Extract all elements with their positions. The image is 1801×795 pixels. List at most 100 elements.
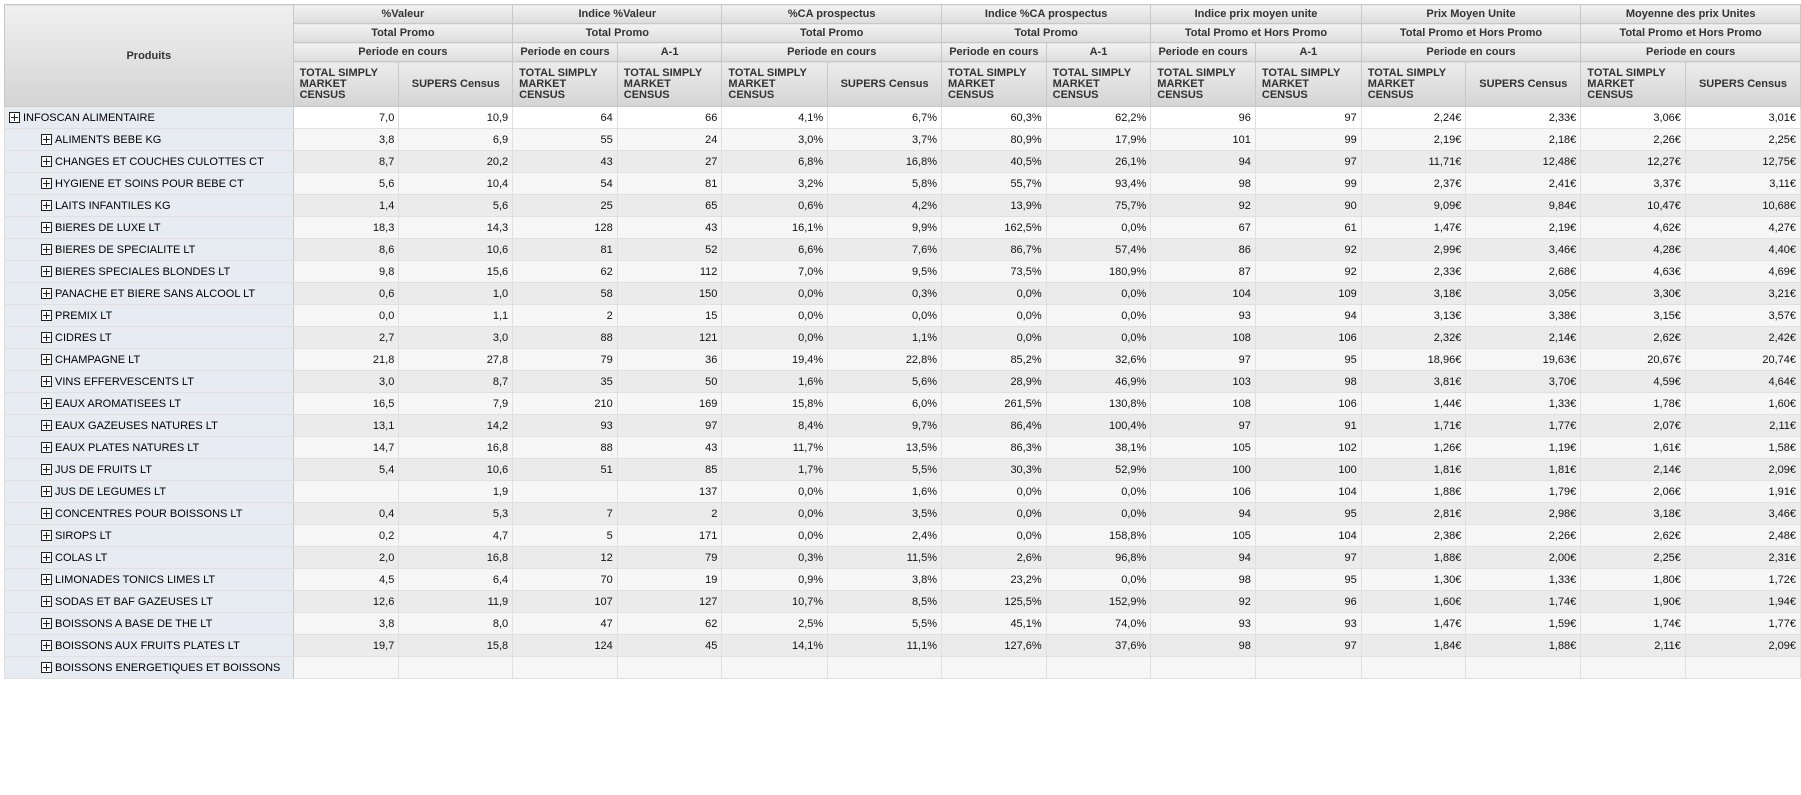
expand-plus-icon[interactable] bbox=[41, 354, 52, 366]
data-cell[interactable] bbox=[1150, 656, 1256, 679]
data-cell[interactable]: 27 bbox=[616, 150, 723, 173]
data-cell[interactable]: 0,0% bbox=[1045, 282, 1152, 305]
data-cell[interactable]: 19,4% bbox=[721, 348, 829, 371]
data-cell[interactable]: 98 bbox=[1150, 568, 1256, 591]
data-cell[interactable]: 210 bbox=[512, 392, 618, 415]
data-cell[interactable]: 94 bbox=[1150, 546, 1256, 569]
data-cell[interactable]: 3,15€ bbox=[1580, 304, 1686, 327]
market-header[interactable]: TOTAL SIMPLY MARKET CENSUS bbox=[941, 61, 1047, 107]
data-cell[interactable]: 92 bbox=[1254, 238, 1362, 261]
data-cell[interactable]: 112 bbox=[616, 260, 723, 283]
data-cell[interactable]: 19,7 bbox=[292, 634, 400, 657]
data-cell[interactable]: 0,0% bbox=[721, 326, 829, 349]
data-cell[interactable]: 106 bbox=[1254, 392, 1362, 415]
data-cell[interactable]: 58 bbox=[512, 282, 618, 305]
data-cell[interactable]: 4,27€ bbox=[1684, 216, 1801, 239]
data-cell[interactable]: 1,19€ bbox=[1465, 436, 1582, 459]
data-cell[interactable]: 97 bbox=[1254, 106, 1362, 129]
data-cell[interactable]: 2,81€ bbox=[1360, 502, 1467, 525]
data-cell[interactable]: 1,88€ bbox=[1360, 546, 1467, 569]
data-cell[interactable]: 121 bbox=[616, 326, 723, 349]
data-cell[interactable]: 61 bbox=[1254, 216, 1362, 239]
data-cell[interactable]: 2,99€ bbox=[1360, 238, 1467, 261]
data-cell[interactable]: 180,9% bbox=[1045, 260, 1152, 283]
data-cell[interactable]: 1,26€ bbox=[1360, 436, 1467, 459]
data-cell[interactable]: 10,4 bbox=[398, 172, 514, 195]
expand-plus-icon[interactable] bbox=[41, 552, 52, 564]
data-cell[interactable]: 3,46€ bbox=[1684, 502, 1801, 525]
expand-plus-icon[interactable] bbox=[41, 618, 52, 630]
data-cell[interactable]: 1,47€ bbox=[1360, 216, 1467, 239]
data-cell[interactable]: 1,94€ bbox=[1684, 590, 1801, 613]
data-cell[interactable]: 0,0 bbox=[292, 304, 400, 327]
market-header[interactable]: TOTAL SIMPLY MARKET CENSUS bbox=[1150, 61, 1256, 107]
data-cell[interactable]: 11,1% bbox=[827, 634, 943, 657]
expand-plus-icon[interactable] bbox=[41, 662, 52, 674]
product-label[interactable]: ALIMENTS BEBE KG bbox=[55, 133, 162, 146]
data-cell[interactable]: 22,8% bbox=[827, 348, 943, 371]
data-cell[interactable]: 0,0% bbox=[941, 304, 1047, 327]
data-cell[interactable]: 19,63€ bbox=[1465, 348, 1582, 371]
data-cell[interactable]: 0,0% bbox=[941, 326, 1047, 349]
data-cell[interactable]: 9,8 bbox=[292, 260, 400, 283]
data-cell[interactable]: 9,5% bbox=[827, 260, 943, 283]
data-cell[interactable]: 127 bbox=[616, 590, 723, 613]
product-label[interactable]: CHAMPAGNE LT bbox=[55, 353, 141, 366]
data-cell[interactable]: 0,0% bbox=[941, 502, 1047, 525]
data-cell[interactable]: 3,81€ bbox=[1360, 370, 1467, 393]
product-label[interactable]: SODAS ET BAF GAZEUSES LT bbox=[55, 595, 213, 608]
expand-plus-icon[interactable] bbox=[41, 200, 52, 212]
market-header[interactable]: SUPERS Census bbox=[1465, 61, 1582, 107]
data-cell[interactable]: 43 bbox=[616, 216, 723, 239]
market-header[interactable]: TOTAL SIMPLY MARKET CENSUS bbox=[1045, 61, 1152, 107]
data-cell[interactable]: 43 bbox=[512, 150, 618, 173]
data-cell[interactable]: 12,48€ bbox=[1465, 150, 1582, 173]
data-cell[interactable]: 93 bbox=[512, 414, 618, 437]
data-cell[interactable]: 87 bbox=[1150, 260, 1256, 283]
data-cell[interactable]: 10,6 bbox=[398, 238, 514, 261]
data-cell[interactable]: 1,6% bbox=[827, 480, 943, 503]
data-cell[interactable]: 1,33€ bbox=[1465, 392, 1582, 415]
product-label[interactable]: LAITS INFANTILES KG bbox=[55, 199, 171, 212]
data-cell[interactable]: 4,59€ bbox=[1580, 370, 1686, 393]
data-cell[interactable]: 4,63€ bbox=[1580, 260, 1686, 283]
data-cell[interactable]: 1,1% bbox=[827, 326, 943, 349]
data-cell[interactable]: 137 bbox=[616, 480, 723, 503]
data-cell[interactable]: 75,7% bbox=[1045, 194, 1152, 217]
data-cell[interactable]: 45 bbox=[616, 634, 723, 657]
data-cell[interactable]: 3,21€ bbox=[1684, 282, 1801, 305]
market-header[interactable]: TOTAL SIMPLY MARKET CENSUS bbox=[616, 61, 723, 107]
data-cell[interactable]: 46,9% bbox=[1045, 370, 1152, 393]
data-cell[interactable]: 16,8 bbox=[398, 436, 514, 459]
data-cell[interactable]: 0,6% bbox=[721, 194, 829, 217]
data-cell[interactable]: 0,0% bbox=[721, 282, 829, 305]
data-cell[interactable]: 62 bbox=[616, 612, 723, 635]
data-cell[interactable]: 23,2% bbox=[941, 568, 1047, 591]
data-cell[interactable]: 96,8% bbox=[1045, 546, 1152, 569]
data-cell[interactable]: 5,3 bbox=[398, 502, 514, 525]
data-cell[interactable]: 1,72€ bbox=[1684, 568, 1801, 591]
data-cell[interactable]: 5,8% bbox=[827, 172, 943, 195]
data-cell[interactable]: 3,8% bbox=[827, 568, 943, 591]
data-cell[interactable]: 12,6 bbox=[292, 590, 400, 613]
data-cell[interactable]: 2,31€ bbox=[1684, 546, 1801, 569]
data-cell[interactable]: 0,0% bbox=[1045, 502, 1152, 525]
market-header[interactable]: TOTAL SIMPLY MARKET CENSUS bbox=[292, 61, 400, 107]
data-cell[interactable]: 1,44€ bbox=[1360, 392, 1467, 415]
data-cell[interactable]: 0,0% bbox=[1045, 480, 1152, 503]
data-cell[interactable]: 1,81€ bbox=[1360, 458, 1467, 481]
data-cell[interactable]: 0,0% bbox=[1045, 304, 1152, 327]
data-cell[interactable]: 2,68€ bbox=[1465, 260, 1582, 283]
data-cell[interactable]: 2,18€ bbox=[1465, 128, 1582, 151]
data-cell[interactable]: 3,8 bbox=[292, 612, 400, 635]
data-cell[interactable]: 2,62€ bbox=[1580, 326, 1686, 349]
data-cell[interactable]: 100 bbox=[1150, 458, 1256, 481]
data-cell[interactable]: 3,30€ bbox=[1580, 282, 1686, 305]
data-cell[interactable]: 47 bbox=[512, 612, 618, 635]
product-label[interactable]: VINS EFFERVESCENTS LT bbox=[55, 375, 194, 388]
data-cell[interactable]: 1,91€ bbox=[1684, 480, 1801, 503]
data-cell[interactable]: 4,1% bbox=[721, 106, 829, 129]
market-header[interactable]: SUPERS Census bbox=[827, 61, 943, 107]
data-cell[interactable] bbox=[292, 656, 400, 679]
data-cell[interactable]: 0,0% bbox=[941, 282, 1047, 305]
